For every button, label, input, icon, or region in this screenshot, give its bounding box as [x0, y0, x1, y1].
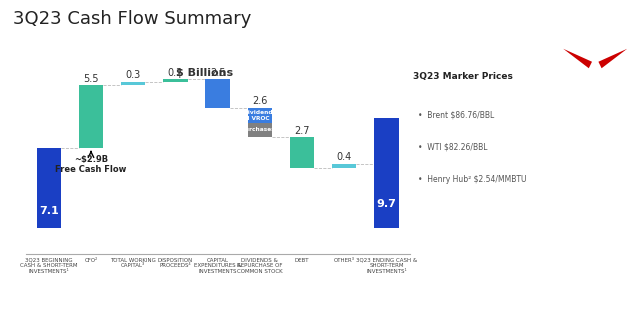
- Text: 0.4: 0.4: [337, 152, 352, 162]
- Bar: [290, 137, 314, 168]
- Bar: [248, 108, 272, 137]
- Bar: [374, 118, 399, 228]
- Text: Dividends
and VROC 1.3: Dividends and VROC 1.3: [237, 110, 282, 121]
- Bar: [248, 108, 272, 123]
- Text: $ Billions: $ Billions: [176, 68, 234, 78]
- Text: 3Q23 Marker Prices: 3Q23 Marker Prices: [413, 72, 513, 81]
- Text: 3Q23 Cash Flow Summary: 3Q23 Cash Flow Summary: [13, 10, 251, 28]
- Text: 9.7: 9.7: [376, 199, 396, 209]
- Text: Repurchases 1.3: Repurchases 1.3: [232, 127, 287, 133]
- Text: 2.7: 2.7: [294, 126, 310, 136]
- Bar: [36, 148, 61, 228]
- Text: 0.3: 0.3: [125, 70, 141, 80]
- Text: 2.6: 2.6: [252, 97, 268, 106]
- Text: ~$2.9B
Free Cash Flow: ~$2.9B Free Cash Flow: [55, 155, 127, 175]
- Text: •  Henry Hub² $2.54/MMBTU: • Henry Hub² $2.54/MMBTU: [418, 176, 527, 185]
- Bar: [248, 123, 272, 137]
- Bar: [121, 82, 145, 85]
- Text: 0.2: 0.2: [168, 68, 183, 78]
- Bar: [205, 79, 230, 108]
- Text: •  Brent $86.76/BBL: • Brent $86.76/BBL: [418, 111, 494, 120]
- Text: •  WTI $82.26/BBL: • WTI $82.26/BBL: [418, 143, 488, 152]
- Text: 5.5: 5.5: [83, 74, 99, 84]
- Bar: [163, 79, 188, 82]
- Polygon shape: [563, 49, 627, 68]
- Text: 7.1: 7.1: [39, 206, 59, 216]
- Bar: [79, 85, 103, 148]
- Bar: [332, 163, 356, 168]
- Text: 2.5: 2.5: [210, 68, 225, 78]
